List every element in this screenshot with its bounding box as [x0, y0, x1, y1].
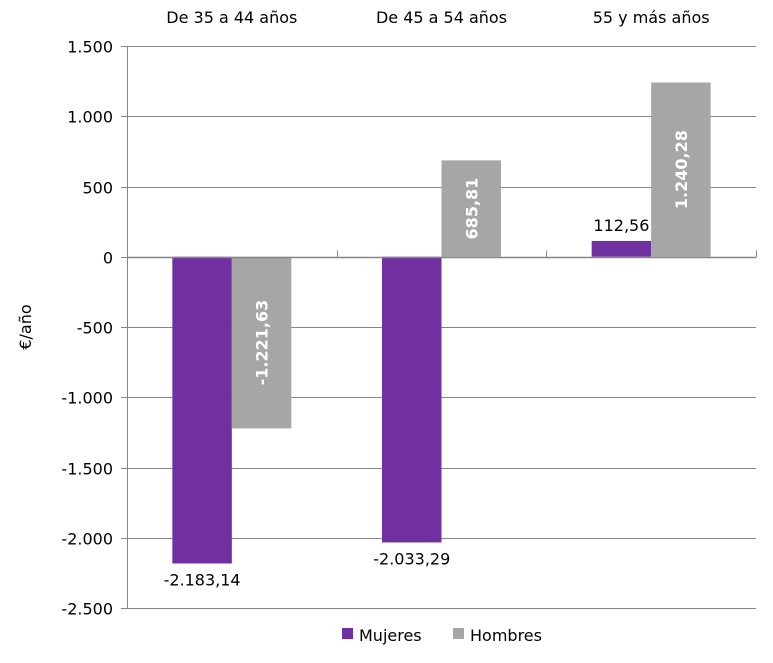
category-label: De 45 a 54 años [376, 8, 507, 27]
bar-mujeres [591, 240, 652, 257]
legend-label: Hombres [470, 626, 542, 645]
data-label: -2.033,29 [373, 549, 450, 568]
bar-mujeres [172, 256, 232, 564]
bar-hombres [441, 160, 501, 257]
category-label: De 35 a 44 años [166, 8, 297, 27]
bar-hombres [651, 82, 711, 257]
legend-label: Mujeres [359, 626, 422, 645]
data-label: 685,81 [462, 178, 481, 240]
bar-mujeres [382, 256, 442, 543]
legend-swatch [453, 628, 464, 639]
y-tick-label: -1.000 [61, 389, 113, 408]
y-tick-label: 1.000 [67, 108, 113, 127]
y-tick-label: -2.500 [61, 600, 113, 619]
y-tick-label: -1.500 [61, 460, 113, 479]
legend-swatch [342, 628, 353, 639]
y-tick-label: -2.000 [61, 530, 113, 549]
labels: De 35 a 44 años -2.183,14 -1.221,63 De 45 a… [164, 8, 710, 589]
bar-hombres [231, 256, 292, 429]
y-tick-label: -500 [77, 319, 113, 338]
y-tick-label: 0 [103, 249, 113, 268]
axes: 1.500 1.000 500 0 -500 -1.000 -1.500 -2.000 -2.5… [61, 38, 757, 619]
legend: Mujeres Hombres [342, 626, 542, 645]
data-label: -2.183,14 [164, 570, 241, 589]
y-axis-label: €/año [16, 304, 35, 349]
bars [172, 82, 711, 564]
y-tick-label: 1.500 [67, 38, 113, 57]
data-label: 112,56 [593, 216, 649, 235]
category-label: 55 y más años [593, 8, 710, 27]
y-tick-label: 500 [82, 179, 113, 198]
data-label: 1.240,28 [672, 130, 691, 209]
data-label: -1.221,63 [253, 300, 272, 386]
